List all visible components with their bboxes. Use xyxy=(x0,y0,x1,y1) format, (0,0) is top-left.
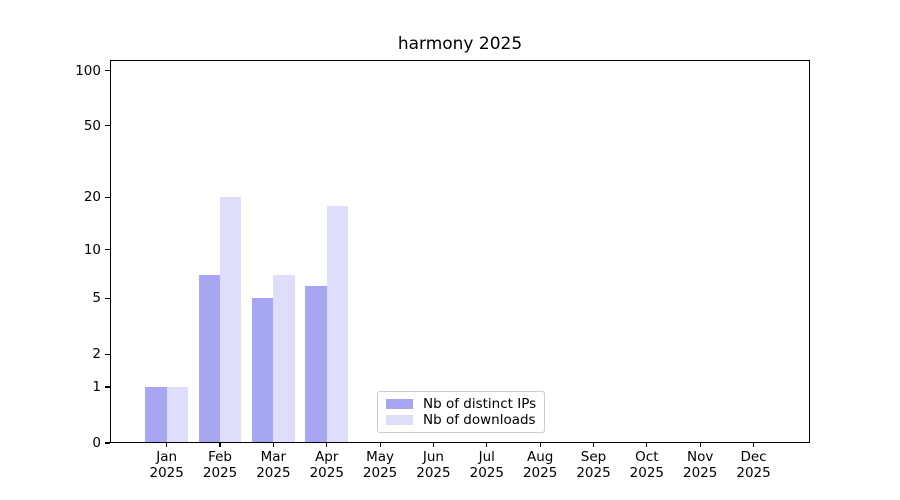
x-tick-label-jul: Jul 2025 xyxy=(469,449,504,481)
x-tick-label-oct: Oct 2025 xyxy=(629,449,665,481)
x-tick-jan xyxy=(166,443,168,447)
legend-entry-distinct-ips: Nb of distinct IPs xyxy=(386,396,536,412)
bar-downloads-apr xyxy=(326,205,349,442)
legend-label-downloads: Nb of downloads xyxy=(423,412,536,428)
bar-distinct-ips-mar xyxy=(252,298,274,442)
y-tick-label-1: 1 xyxy=(92,379,101,396)
legend-entry-downloads: Nb of downloads xyxy=(386,412,536,428)
bar-distinct-ips-apr xyxy=(305,286,327,442)
y-tick-label-100: 100 xyxy=(75,62,101,79)
y-tick-0 xyxy=(105,442,110,444)
y-tick-5 xyxy=(105,297,110,300)
x-tick-label-jun: Jun 2025 xyxy=(416,449,451,481)
y-tick-20 xyxy=(105,196,110,199)
x-tick-label-dec: Dec 2025 xyxy=(736,449,771,481)
legend-label-distinct-ips: Nb of distinct IPs xyxy=(423,396,537,412)
bar-downloads-jan xyxy=(166,387,189,442)
chart-title: harmony 2025 xyxy=(397,34,523,54)
y-tick-label-50: 50 xyxy=(83,117,101,134)
x-tick-label-sep: Sep 2025 xyxy=(576,449,611,481)
x-tick-aug xyxy=(539,443,541,447)
x-tick-label-mar: Mar 2025 xyxy=(256,449,291,481)
plot-area xyxy=(110,60,810,443)
y-tick-10 xyxy=(105,249,110,251)
legend: Nb of distinct IPs Nb of downloads xyxy=(377,391,545,433)
bar-downloads-mar xyxy=(273,275,295,442)
x-tick-feb xyxy=(219,443,221,447)
x-tick-jul xyxy=(486,443,488,447)
x-tick-dec xyxy=(752,443,755,447)
x-tick-label-apr: Apr 2025 xyxy=(309,449,344,481)
x-tick-label-feb: Feb 2025 xyxy=(202,449,238,481)
y-tick-label-2: 2 xyxy=(92,346,101,363)
x-tick-mar xyxy=(272,443,274,447)
y-tick-2 xyxy=(105,353,110,355)
x-tick-label-may: May 2025 xyxy=(362,449,398,481)
y-tick-label-20: 20 xyxy=(83,189,101,206)
x-tick-oct xyxy=(646,443,648,447)
bar-distinct-ips-feb xyxy=(198,275,221,442)
x-tick-jun xyxy=(432,443,435,447)
bar-distinct-ips-jan xyxy=(145,387,167,442)
bar-downloads-feb xyxy=(220,197,242,442)
x-tick-label-aug: Aug 2025 xyxy=(522,449,558,481)
x-tick-apr xyxy=(326,443,328,447)
y-tick-50 xyxy=(105,125,110,127)
x-tick-may xyxy=(379,443,381,447)
x-tick-sep xyxy=(592,443,595,447)
y-tick-label-0: 0 xyxy=(92,435,101,451)
y-tick-100 xyxy=(105,70,110,72)
legend-swatch-distinct-ips xyxy=(386,399,413,409)
legend-swatch-downloads xyxy=(386,415,413,425)
y-tick-1 xyxy=(105,386,110,388)
x-tick-label-nov: Nov 2025 xyxy=(683,449,718,481)
y-tick-label-10: 10 xyxy=(83,241,101,258)
x-tick-nov xyxy=(699,443,701,447)
x-tick-label-jan: Jan 2025 xyxy=(149,449,184,481)
y-tick-label-5: 5 xyxy=(92,290,101,307)
